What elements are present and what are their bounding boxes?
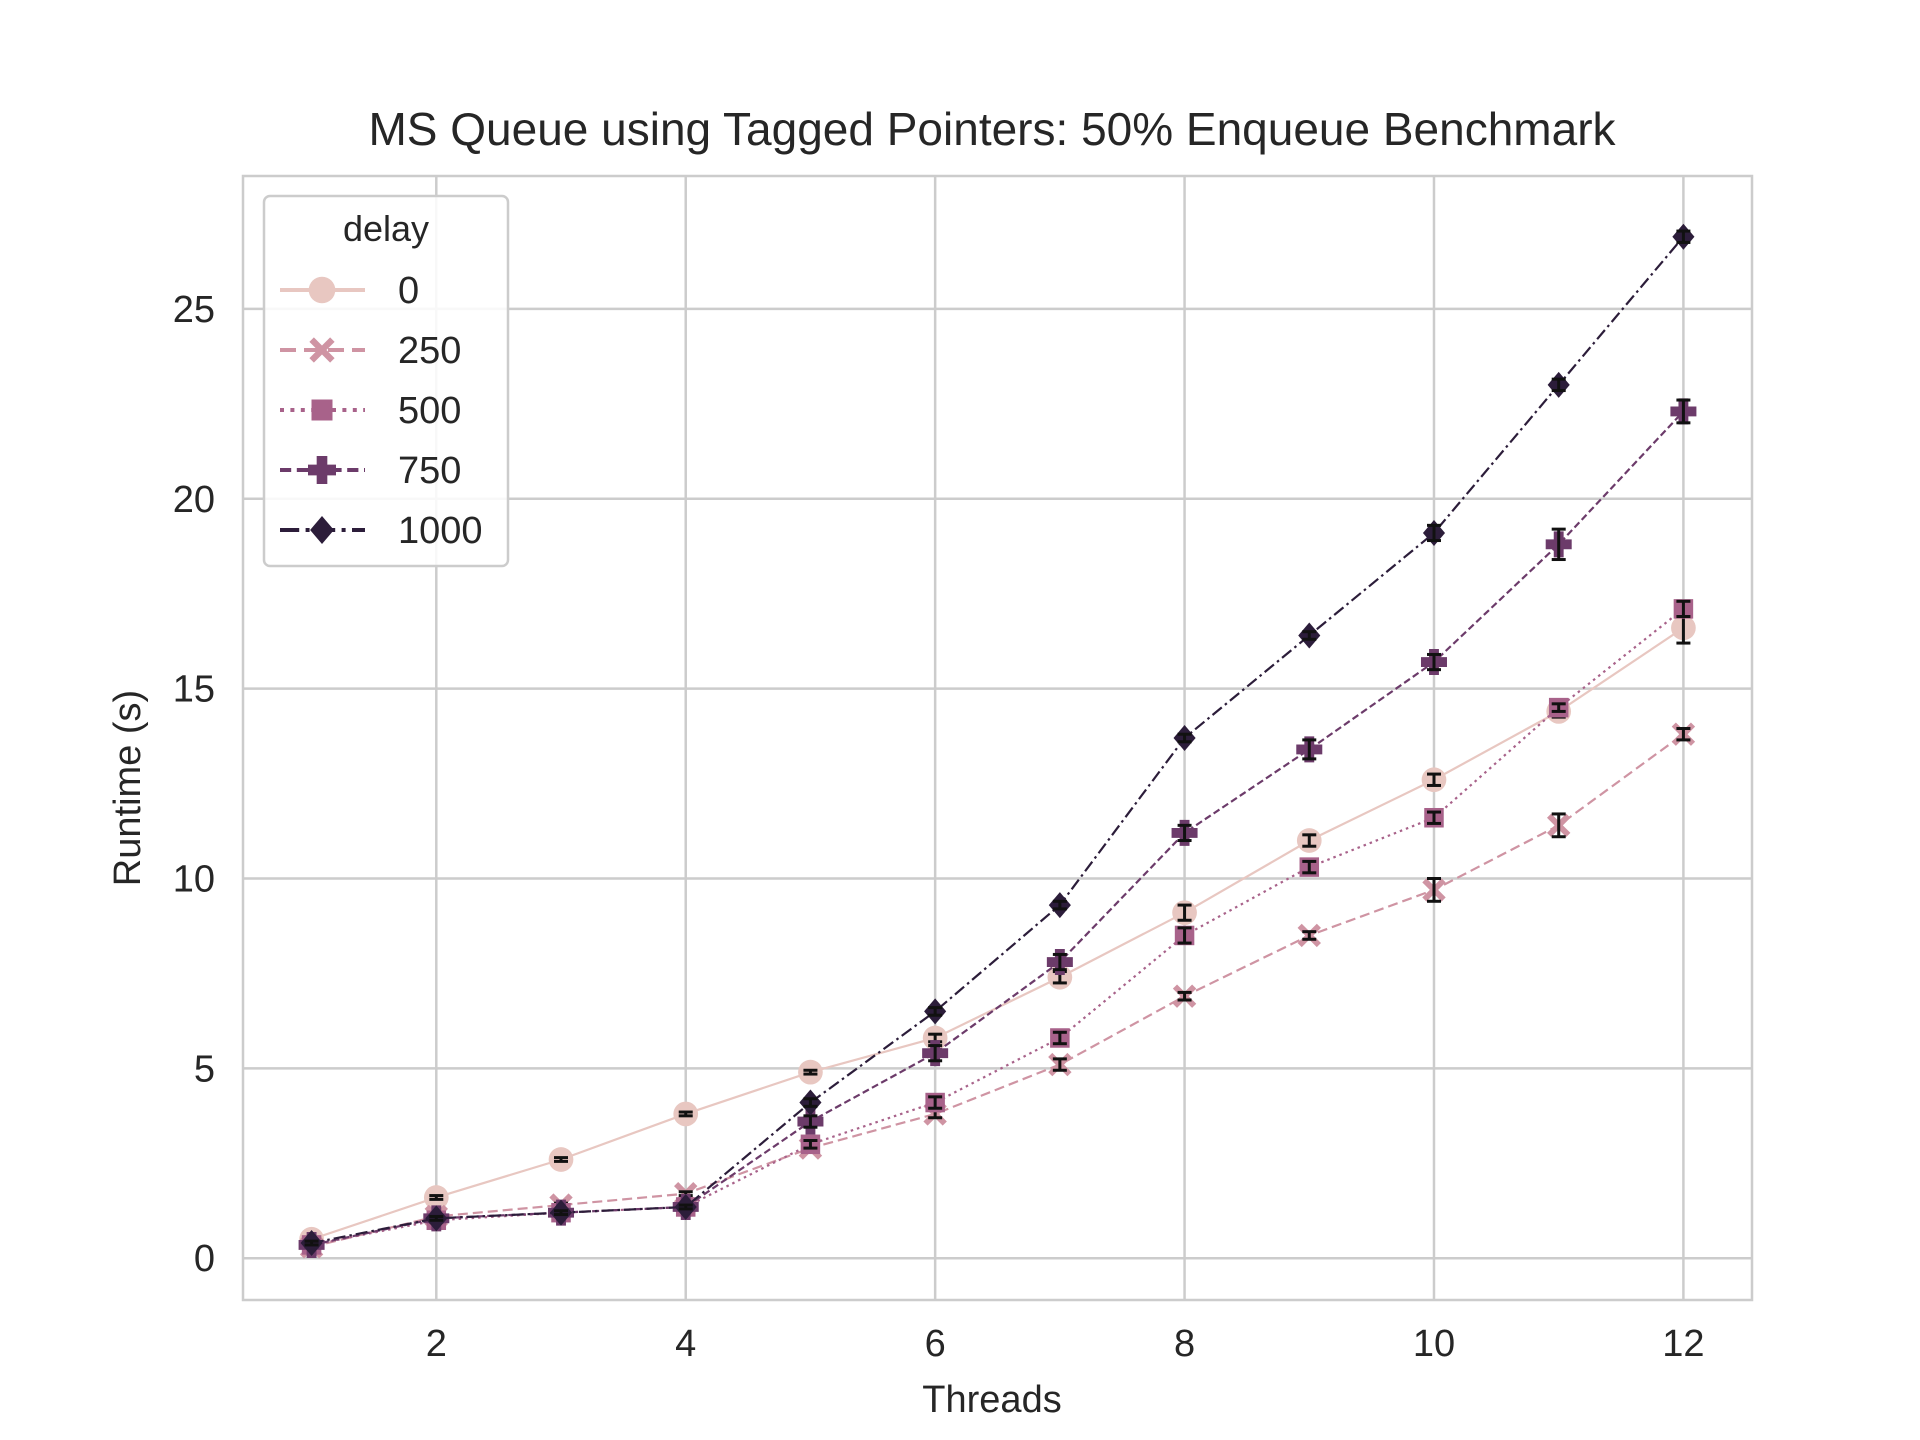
x-tick-label: 4 [675, 1323, 696, 1365]
y-axis-label: Runtime (s) [107, 690, 149, 886]
legend-label: 0 [398, 270, 419, 312]
x-tick-label: 10 [1413, 1323, 1455, 1365]
legend-items: 0 250 500 750 1000 [280, 270, 483, 552]
legend-item-1000: 1000 [280, 510, 483, 552]
legend-marker [308, 276, 336, 304]
legend-label: 750 [398, 450, 461, 492]
series-layer [298, 223, 1697, 1259]
legend-label: 1000 [398, 510, 483, 552]
legend-item-250: 250 [280, 330, 461, 372]
y-tick-label: 10 [173, 859, 215, 901]
y-tick-label: 0 [194, 1238, 215, 1280]
y-tick-label: 5 [194, 1048, 215, 1090]
y-tick-label: 25 [173, 289, 215, 331]
series-line [311, 733, 1685, 1248]
legend-label: 250 [398, 330, 461, 372]
legend-marker [310, 516, 334, 544]
series-1000 [300, 223, 1695, 1257]
legend-marker [309, 337, 335, 363]
legend-marker [311, 399, 333, 421]
legend-marker [308, 456, 336, 484]
plot-frame [241, 174, 1754, 1302]
x-tick-label: 6 [925, 1323, 946, 1365]
grid [243, 176, 1752, 1300]
legend-item-750: 750 [280, 450, 461, 492]
series-line [311, 236, 1685, 1245]
x-tick-label: 12 [1662, 1323, 1704, 1365]
legend-item-0: 0 [280, 270, 419, 312]
x-axis-label: Threads [922, 1379, 1061, 1421]
tick-labels: 2 4 6 8 10 12 0 5 10 15 20 25 [173, 289, 1705, 1365]
legend: delay 0 250 500 750 1000 [262, 194, 510, 568]
chart-title: MS Queue using Tagged Pointers: 50% Enqu… [368, 103, 1616, 155]
legend-label: 500 [398, 390, 461, 432]
legend-title: delay [343, 208, 429, 249]
x-tick-label: 8 [1174, 1323, 1195, 1365]
y-tick-label: 20 [173, 479, 215, 521]
x-tick-label: 2 [426, 1323, 447, 1365]
legend-item-500: 500 [280, 390, 461, 432]
y-tick-label: 15 [173, 669, 215, 711]
